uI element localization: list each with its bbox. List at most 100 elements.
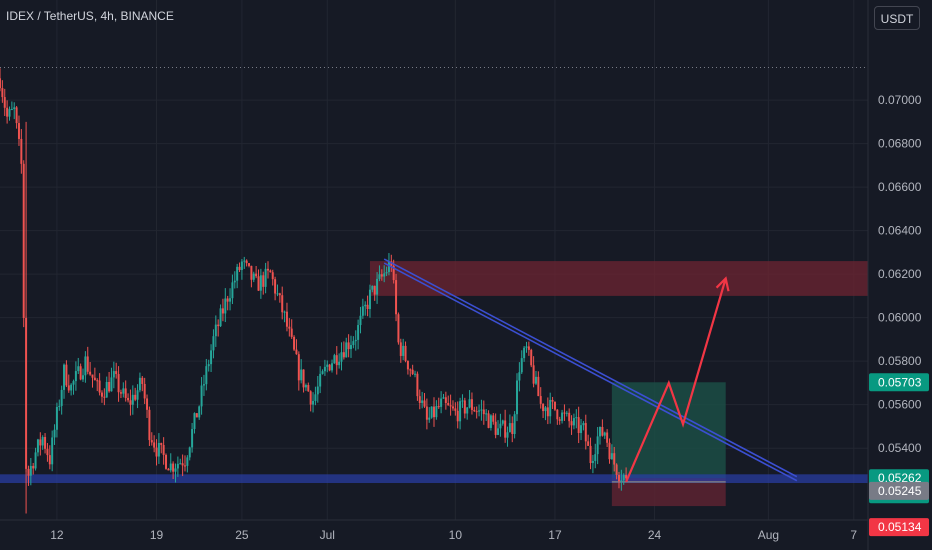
candle-body [58, 405, 61, 407]
resistance-zone [369, 261, 868, 296]
candle-body [0, 78, 1, 89]
candle-body [444, 397, 447, 403]
candle-body [295, 349, 298, 355]
candle-body [243, 260, 246, 262]
candle-body [82, 375, 85, 380]
candle-body [70, 384, 73, 391]
candle-body [186, 457, 189, 466]
candle-body [55, 406, 58, 430]
candle-body [418, 396, 421, 403]
candle-body [278, 293, 281, 296]
x-tick-label: 24 [648, 528, 662, 542]
candle-body [331, 363, 334, 371]
candle-body [214, 324, 217, 337]
candle-body [27, 468, 30, 476]
candle-body [262, 275, 265, 287]
candle-body [172, 463, 175, 472]
price-tag [869, 481, 929, 500]
candle-body [433, 406, 435, 418]
candle-body [508, 423, 511, 433]
time-axis[interactable]: 12 19 25 Jul 10 17 24 Aug 7 [50, 528, 857, 542]
grid [0, 0, 868, 520]
candle-body [212, 336, 215, 351]
candle-body [157, 442, 160, 457]
candle-body [221, 308, 224, 314]
candle-body [281, 295, 284, 313]
candle-body [65, 364, 68, 386]
candle-body [229, 298, 232, 302]
candle-body [100, 392, 103, 397]
candle-body [323, 366, 326, 372]
candle-body [608, 442, 611, 460]
candle-body [617, 474, 620, 482]
candle-body [115, 371, 118, 375]
candle-body [610, 453, 613, 460]
candle-body [51, 437, 54, 465]
y-tick-label: 0.05800 [878, 354, 922, 368]
x-tick-label: 17 [548, 528, 562, 542]
price-tag-label: 0.05703 [878, 375, 922, 389]
candle-body [36, 439, 39, 453]
candle-body [463, 400, 466, 414]
candle-body [537, 376, 540, 397]
candle-body [60, 389, 63, 406]
candle-body [153, 442, 156, 448]
candle-body [587, 441, 590, 446]
candle-body [53, 429, 56, 438]
candle-body [511, 423, 514, 434]
candle-body [347, 342, 350, 350]
candle-body [195, 413, 198, 418]
candle-body [110, 377, 113, 392]
candle-body [620, 480, 623, 482]
candle-body [523, 347, 526, 359]
candle-body [207, 364, 210, 367]
candle-body [468, 399, 471, 408]
candle-body [596, 436, 599, 455]
candle-body [117, 374, 120, 393]
candle-body [354, 339, 357, 342]
candle-body [29, 465, 32, 476]
candle-body [300, 369, 303, 381]
candle-body [191, 429, 194, 448]
candle-body [492, 415, 495, 422]
candle-body [494, 421, 497, 435]
candle-body [430, 406, 433, 418]
candle-body [41, 437, 44, 446]
candle-body [380, 274, 383, 277]
candle-body [269, 270, 272, 273]
candle-body [371, 285, 374, 290]
candle-body [288, 326, 291, 329]
trendline-lower [383, 262, 798, 482]
candle-body [366, 304, 369, 310]
candle-body [34, 452, 37, 469]
candle-body [613, 453, 616, 465]
candle-body [46, 448, 49, 456]
candle-body [357, 325, 360, 340]
candle-body [202, 384, 205, 386]
candle-body [276, 293, 279, 295]
candle-body [293, 336, 296, 350]
candle-body [285, 311, 288, 327]
candle-body [183, 465, 186, 467]
x-tick-label: 19 [150, 528, 164, 542]
candle-body [39, 439, 42, 446]
candle-body [233, 280, 236, 283]
candle-body [179, 463, 182, 465]
candle-body [314, 394, 317, 401]
currency-button[interactable]: USDT [874, 6, 920, 30]
candle-body [271, 272, 274, 280]
drawing-zones [0, 261, 868, 507]
candle-body [501, 420, 504, 424]
price-axis[interactable]: 0.07000 0.06800 0.06600 0.06400 0.06200 0.060… [878, 93, 922, 455]
candle-body [546, 407, 549, 417]
candle-body [447, 402, 450, 406]
candle-body [72, 381, 75, 385]
candle-body [378, 274, 381, 279]
candle-body [146, 398, 149, 410]
trendline-upper [383, 258, 798, 478]
candle-body [93, 377, 96, 381]
candle-body [603, 432, 606, 436]
candle-body [136, 390, 139, 400]
